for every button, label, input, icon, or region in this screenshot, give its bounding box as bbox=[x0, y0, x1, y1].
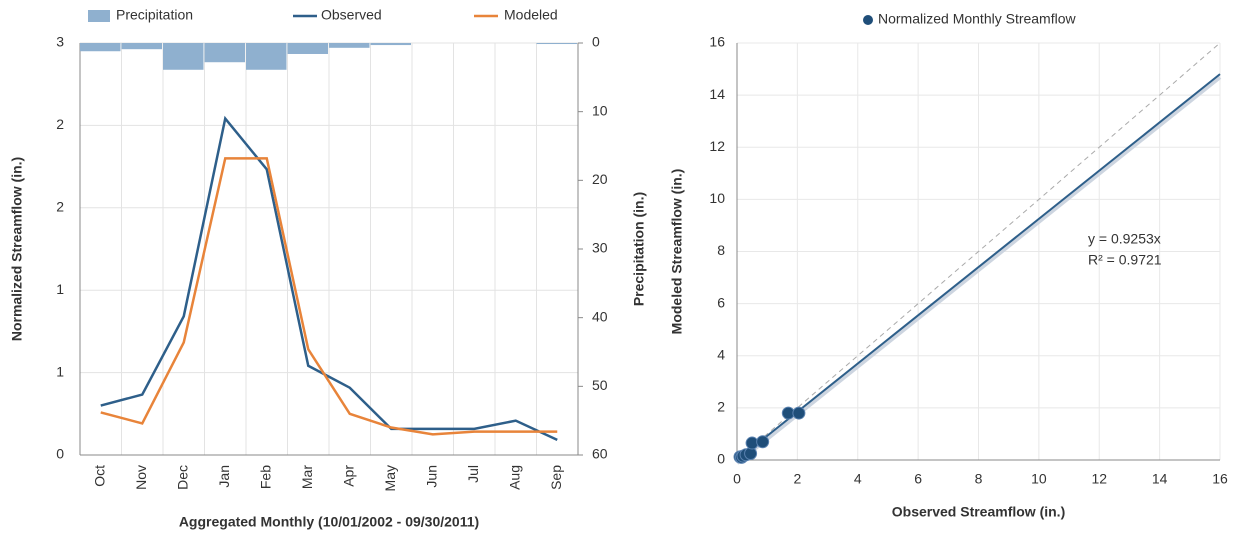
scatter-point bbox=[756, 435, 770, 449]
x-tick-label: Oct bbox=[91, 465, 107, 487]
series-line bbox=[100, 157, 558, 436]
trendline bbox=[736, 73, 1221, 461]
y-tick-label: 16 bbox=[709, 34, 725, 50]
precip-bar bbox=[370, 43, 411, 46]
y-tick-label: 2 bbox=[56, 199, 64, 215]
x-tick-label: Dec bbox=[174, 465, 190, 490]
legend-swatch bbox=[88, 10, 110, 22]
x-tick-label: Sep bbox=[548, 465, 564, 490]
y-axis-label: Normalized Streamflow (in.) bbox=[9, 157, 25, 341]
x-tick-label: 6 bbox=[914, 471, 922, 487]
x-tick-label: Apr bbox=[340, 465, 356, 487]
y2-tick-label: 50 bbox=[592, 377, 608, 393]
y-tick-label: 2 bbox=[717, 399, 725, 415]
x-tick-label: May bbox=[382, 465, 398, 491]
y-axis-label: Modeled Streamflow (in.) bbox=[669, 169, 685, 335]
x-axis-label: Aggregated Monthly (10/01/2002 - 09/30/2… bbox=[179, 514, 479, 530]
trendline-shadow bbox=[735, 75, 1222, 465]
y-tick-label: 6 bbox=[717, 294, 725, 310]
legend-label: Normalized Monthly Streamflow bbox=[878, 11, 1077, 27]
legend-marker bbox=[863, 15, 873, 25]
y2-tick-label: 20 bbox=[592, 171, 608, 187]
series-line bbox=[100, 115, 558, 442]
x-tick-label: 16 bbox=[1212, 471, 1228, 487]
x-tick-label: 0 bbox=[733, 471, 741, 487]
precip-bar bbox=[536, 43, 577, 45]
y2-tick-label: 10 bbox=[592, 102, 608, 118]
y2-tick-label: 60 bbox=[592, 446, 608, 462]
precip-bar bbox=[287, 43, 328, 54]
y-tick-label: 14 bbox=[709, 86, 725, 102]
x-tick-label: Nov bbox=[133, 465, 149, 490]
x-tick-label: 14 bbox=[1152, 471, 1168, 487]
y-tick-label: 4 bbox=[717, 346, 725, 362]
x-axis-label: Observed Streamflow (in.) bbox=[892, 504, 1065, 520]
y-tick-label: 0 bbox=[56, 446, 64, 462]
legend-label: Modeled bbox=[504, 7, 558, 23]
y2-tick-label: 30 bbox=[592, 240, 608, 256]
precip-bar bbox=[329, 43, 370, 48]
x-tick-label: 12 bbox=[1091, 471, 1107, 487]
x-tick-label: 8 bbox=[975, 471, 983, 487]
y-tick-label: 1 bbox=[56, 363, 64, 379]
precip-bar bbox=[80, 43, 121, 52]
x-tick-label: Jan bbox=[216, 465, 232, 488]
y-tick-label: 3 bbox=[56, 34, 64, 50]
x-tick-label: Jun bbox=[423, 465, 439, 488]
precip-bar bbox=[163, 43, 204, 70]
one-to-one-line bbox=[736, 42, 1221, 461]
annotation: y = 0.9253x bbox=[1088, 231, 1161, 247]
y-tick-label: 0 bbox=[717, 451, 725, 467]
precip-bar bbox=[246, 43, 287, 70]
precip-bar bbox=[204, 43, 245, 63]
y-tick-label: 1 bbox=[56, 281, 64, 297]
x-tick-label: Feb bbox=[257, 465, 273, 489]
annotation: R² = 0.9721 bbox=[1088, 252, 1162, 268]
y-tick-label: 2 bbox=[56, 116, 64, 132]
y-tick-label: 8 bbox=[717, 242, 725, 258]
y2-axis-label: Precipitation (in.) bbox=[631, 192, 647, 306]
x-tick-label: Mar bbox=[299, 465, 315, 489]
y2-tick-label: 40 bbox=[592, 308, 608, 324]
legend-label: Observed bbox=[321, 7, 382, 23]
y-tick-label: 12 bbox=[709, 138, 725, 154]
x-tick-label: 4 bbox=[854, 471, 862, 487]
y2-tick-label: 0 bbox=[592, 34, 600, 50]
x-tick-label: 2 bbox=[793, 471, 801, 487]
scatter-point bbox=[792, 406, 806, 420]
y-tick-label: 10 bbox=[709, 190, 725, 206]
legend-label: Precipitation bbox=[116, 7, 193, 23]
precip-bar bbox=[121, 43, 162, 50]
x-tick-label: Aug bbox=[506, 465, 522, 490]
x-tick-label: 10 bbox=[1031, 471, 1047, 487]
x-tick-label: Jul bbox=[465, 465, 481, 483]
